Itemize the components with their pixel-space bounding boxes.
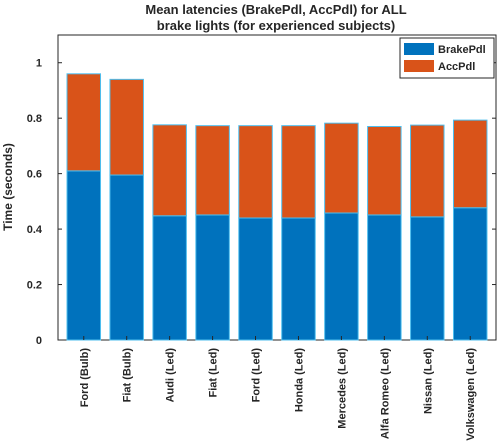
x-tick-label-audi-led: Audi (Led) (165, 348, 177, 403)
bar-accpdl-ford-led (238, 125, 273, 219)
bar-brakepdl-fiat-bulb (109, 174, 144, 341)
bar-accpdl-nissan-led (410, 124, 445, 218)
x-tick-label-fiat-bulb: Fiat (Bulb) (122, 348, 134, 403)
x-tick-label-alfa-romeo-led: Alfa Romeo (Led) (379, 348, 391, 439)
legend-label-accpdl: AccPdl (438, 61, 475, 73)
bar-brakepdl-nissan-led (410, 216, 445, 341)
bar-brakepdl-ford-led (238, 217, 273, 341)
legend-swatch-brakepdl (404, 43, 434, 55)
y-axis-label: Time (seconds) (1, 143, 15, 231)
bar-brakepdl-alfa-romeo-led (367, 214, 402, 341)
x-tick-label-nissan-led: Nissan (Led) (422, 348, 434, 414)
bar-accpdl-ford-bulb (66, 73, 102, 172)
bar-brakepdl-ford-bulb (66, 170, 102, 341)
bar-accpdl-alfa-romeo-led (367, 126, 402, 216)
x-tick-label-mercedes-led: Mercedes (Led) (336, 348, 348, 429)
chart-title-line-2: brake lights (for experienced subjects) (157, 18, 395, 33)
bar-accpdl-mercedes-led (324, 122, 359, 214)
bar-accpdl-fiat-led (195, 125, 230, 216)
bar-brakepdl-mercedes-led (324, 212, 359, 341)
x-tick-label-ford-bulb: Ford (Bulb) (79, 348, 91, 408)
y-axis: 0 0.2 0.4 0.6 0.8 1 (27, 58, 496, 347)
bar-accpdl-audi-led (152, 124, 187, 217)
x-tick-label-volkswagen-led: Volkswagen (Led) (465, 348, 477, 441)
chart-title-line-1: Mean latencies (BrakePdl, AccPdl) for AL… (145, 2, 406, 17)
bar-brakepdl-audi-led (152, 215, 187, 341)
legend-swatch-accpdl (404, 60, 434, 72)
legend: BrakePdl AccPdl (399, 37, 495, 79)
bar-brakepdl-fiat-led (195, 214, 230, 341)
legend-label-brakepdl: BrakePdl (438, 44, 486, 56)
bar-accpdl-volkswagen-led (452, 119, 488, 209)
x-tick-label-ford-led: Ford (Led) (251, 348, 263, 403)
bar-brakepdl-honda-led (281, 217, 316, 341)
x-axis: Ford (Bulb) Fiat (Bulb) Audi (Led) Fiat (Le… (79, 336, 477, 441)
x-tick-label-fiat-led: Fiat (Led) (208, 348, 220, 398)
bar-accpdl-honda-led (281, 125, 316, 219)
y-tick-label: 0 (36, 335, 42, 347)
bar-brakepdl-volkswagen-led (452, 207, 488, 341)
y-tick-label: 0.8 (27, 113, 42, 125)
y-tick-label: 0.4 (27, 224, 43, 236)
x-tick-label-honda-led: Honda (Led) (293, 348, 305, 412)
bar-accpdl-fiat-bulb (109, 78, 144, 176)
y-tick-label: 0.2 (27, 280, 42, 292)
y-tick-label: 0.6 (27, 169, 42, 181)
y-tick-label: 1 (36, 58, 42, 70)
bars-layer (66, 73, 488, 341)
